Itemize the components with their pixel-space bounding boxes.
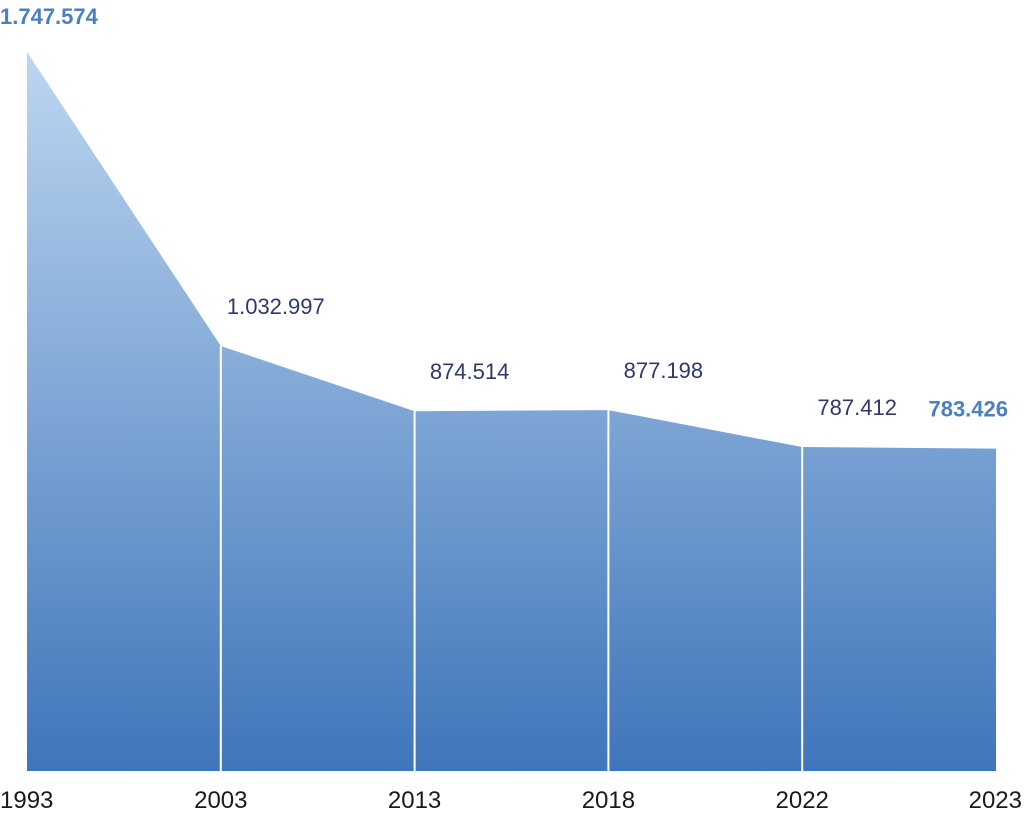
x-tick-label: 2013 bbox=[388, 787, 441, 814]
x-tick-label: 2023 bbox=[969, 787, 1022, 814]
x-tick-label: 2003 bbox=[194, 787, 247, 814]
data-label: 787.412 bbox=[817, 395, 897, 420]
data-label: 877.198 bbox=[624, 358, 704, 383]
x-tick-label: 2022 bbox=[776, 787, 829, 814]
data-label: 783.426 bbox=[928, 397, 1008, 422]
data-label: 1.032.997 bbox=[227, 294, 325, 319]
data-label: 1.747.574 bbox=[0, 4, 99, 29]
data-label: 874.514 bbox=[430, 359, 510, 384]
x-tick-label: 1993 bbox=[0, 787, 53, 814]
area-series bbox=[27, 52, 996, 771]
x-tick-label: 2018 bbox=[582, 787, 635, 814]
